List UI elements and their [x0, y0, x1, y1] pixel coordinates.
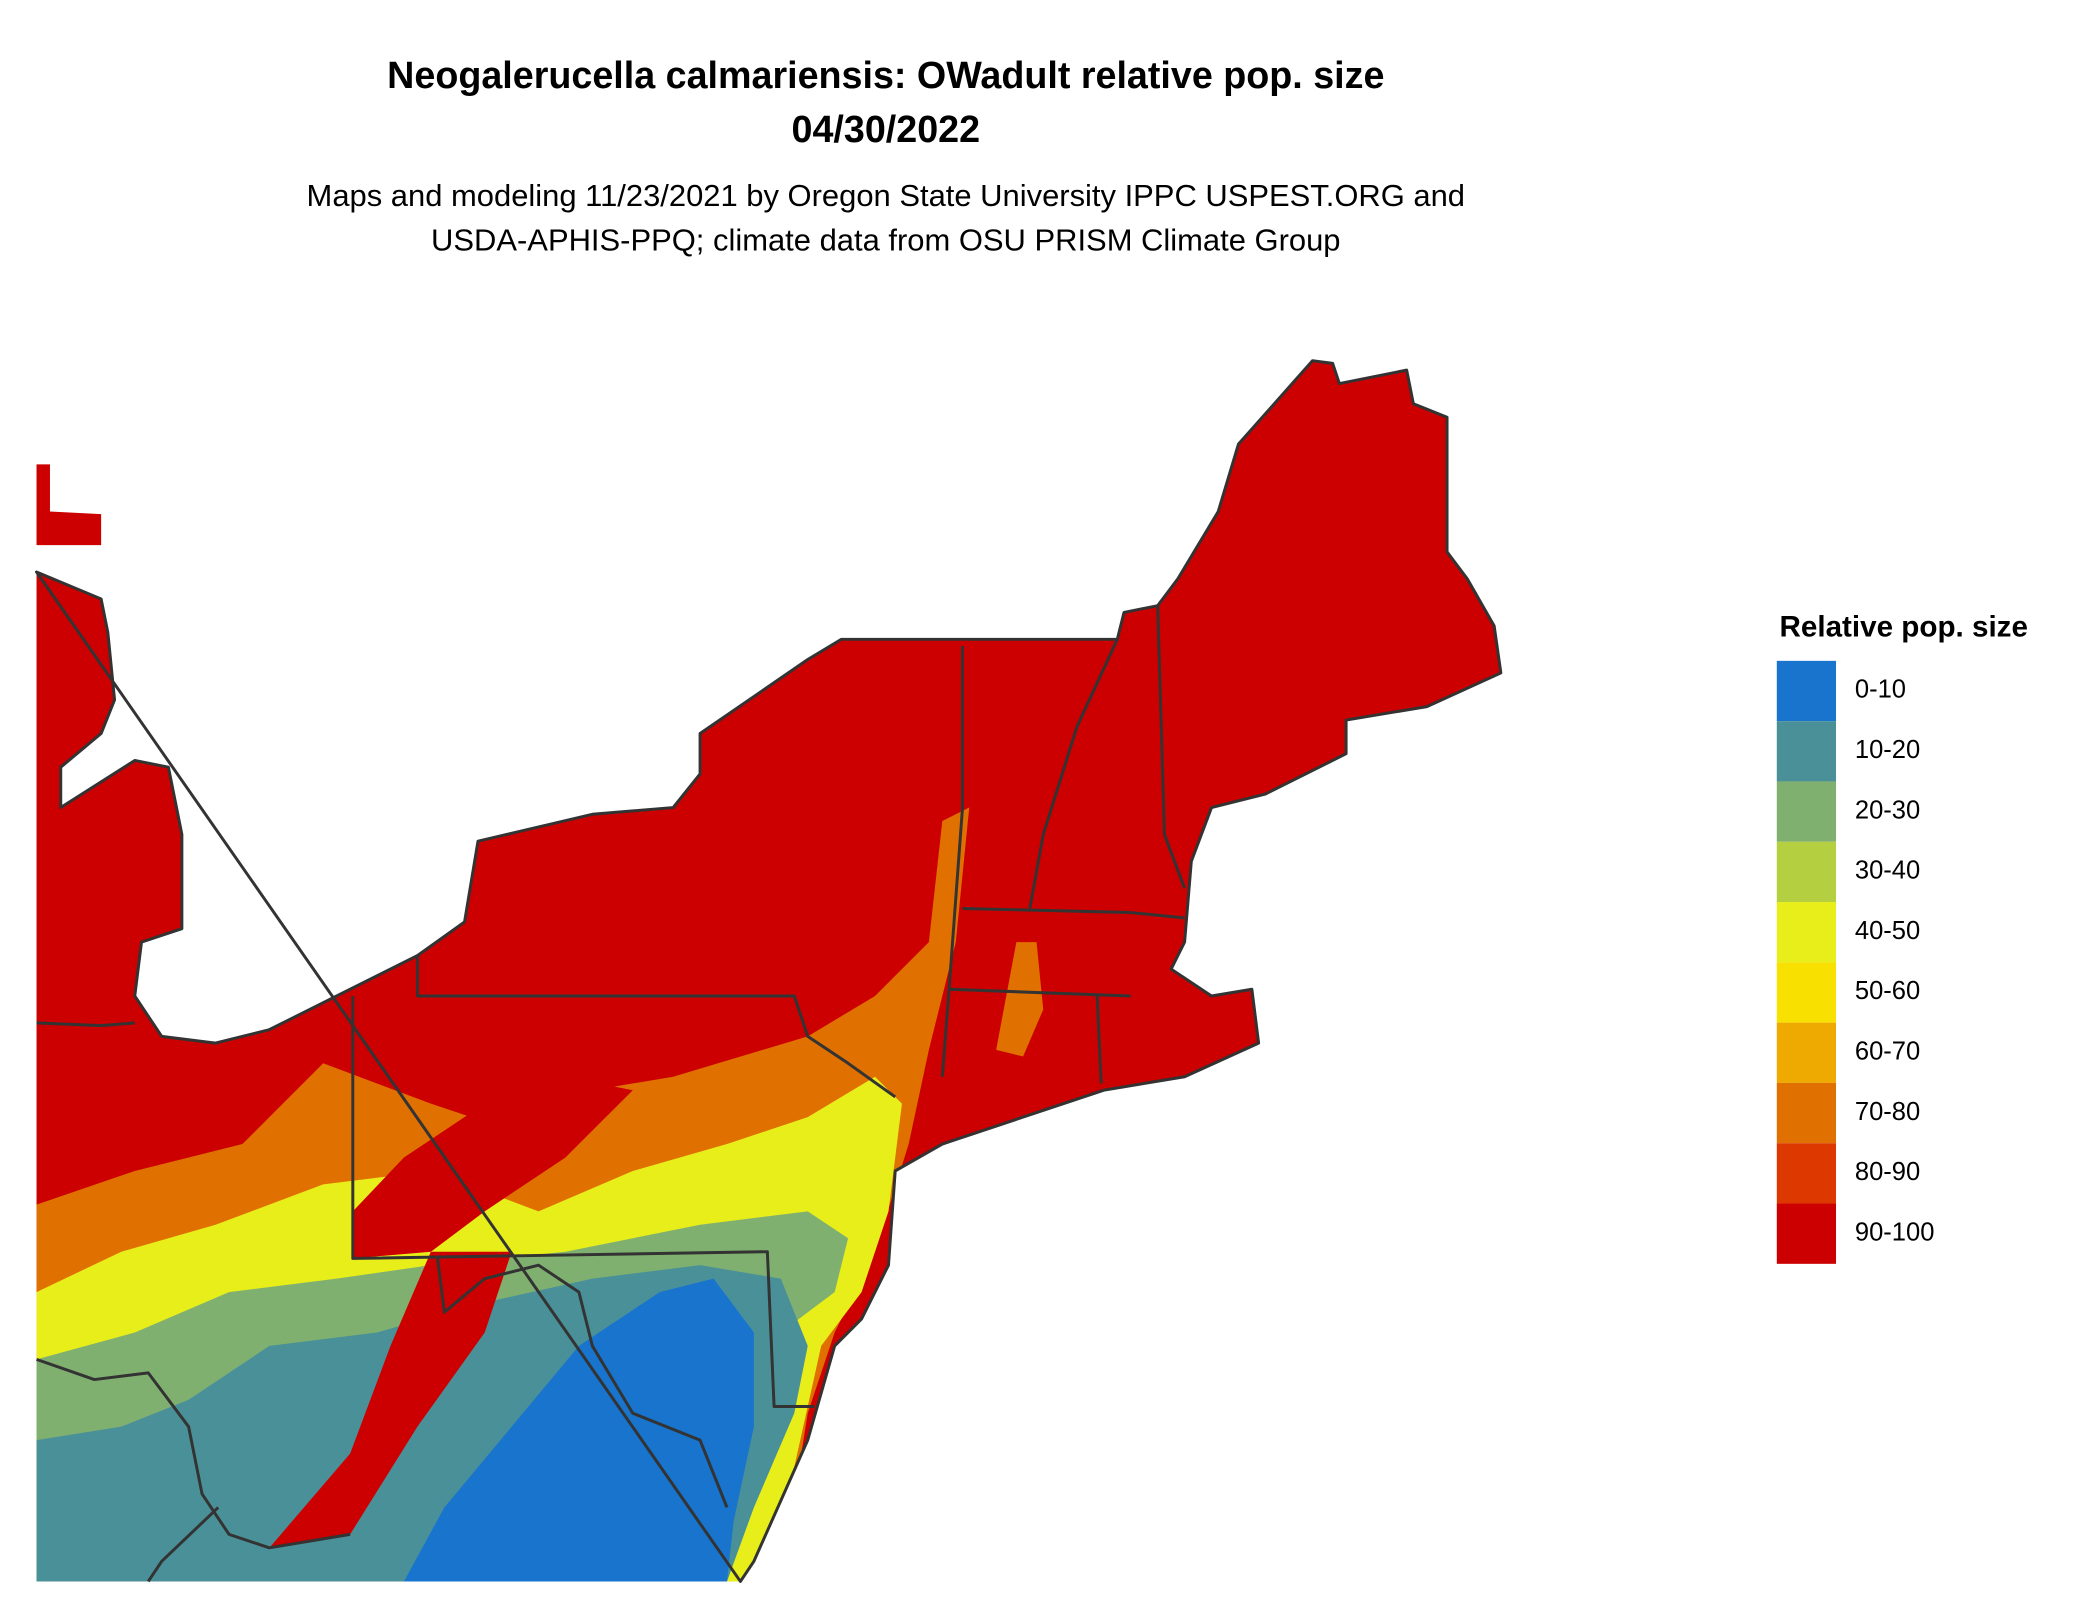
zone — [403, 1278, 754, 1582]
coastline — [35, 359, 1503, 1583]
legend-label: 0-10 — [1855, 676, 1906, 704]
state-border — [962, 907, 1185, 920]
zone — [269, 1251, 512, 1548]
subtitle: Maps and modeling 11/23/2021 by Oregon S… — [307, 178, 1465, 213]
state-border — [36, 1021, 135, 1028]
subtitle: USDA-APHIS-PPQ; climate data from OSU PR… — [431, 222, 1340, 257]
state-border — [1095, 995, 1103, 1084]
state-border — [415, 955, 897, 1099]
zone — [352, 1076, 633, 1259]
legend-title: Relative pop. size — [1779, 610, 2027, 643]
state-border — [949, 987, 1131, 998]
legend-label: 50-60 — [1855, 977, 1920, 1005]
state-border — [940, 646, 964, 1077]
legend-swatch — [1776, 660, 1837, 722]
zone — [996, 942, 1044, 1057]
map — [35, 359, 1503, 1583]
legend-label: 70-80 — [1855, 1098, 1920, 1126]
legend-label: 40-50 — [1855, 917, 1920, 945]
legend-swatch — [1776, 962, 1837, 1023]
legend-label: 80-90 — [1855, 1158, 1920, 1186]
state-border — [436, 1258, 729, 1508]
title: Neogalerucella calmariensis: OWadult rel… — [387, 54, 1384, 96]
legend-swatch — [1776, 1022, 1837, 1083]
legend: Relative pop. size 0-10 10-20 20-30 30-40 40… — [1776, 610, 2028, 1264]
state-border — [146, 1506, 220, 1583]
legend-label: 10-20 — [1855, 736, 1920, 764]
legend-swatch — [1776, 902, 1837, 963]
legend-swatch — [1776, 721, 1837, 782]
state-border — [1028, 638, 1119, 909]
legend-swatch — [1776, 1203, 1837, 1264]
legend-label: 20-30 — [1855, 796, 1920, 824]
legend-swatch — [1776, 1082, 1837, 1144]
legend-swatch — [1776, 1143, 1837, 1204]
state-border — [351, 995, 815, 1408]
date: 04/30/2022 — [792, 108, 981, 150]
legend-label: 60-70 — [1855, 1038, 1920, 1066]
legend-label: 30-40 — [1855, 857, 1920, 885]
legend-swatch — [1776, 841, 1837, 903]
state-border — [36, 1357, 351, 1550]
state-border — [1156, 605, 1186, 889]
legend-label: 90-100 — [1855, 1218, 1935, 1246]
legend-swatch — [1776, 781, 1837, 842]
land-region — [36, 464, 102, 546]
